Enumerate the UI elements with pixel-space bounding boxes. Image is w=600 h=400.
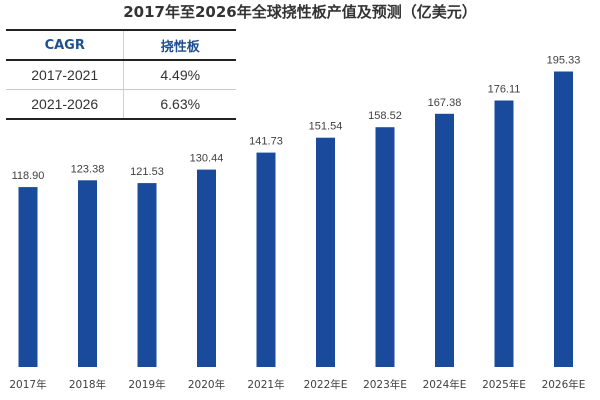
value-label: 141.73 (249, 136, 283, 148)
value-label: 176.11 (488, 84, 521, 96)
bar-2022年E (316, 138, 335, 367)
x-tick-label: 2025年E (482, 378, 526, 391)
bar-2020年 (197, 170, 216, 367)
bar-2019年 (138, 183, 157, 367)
cagr-header: CAGR (6, 30, 124, 60)
x-tick-label: 2019年 (128, 378, 165, 391)
bar-2026年E (554, 72, 573, 368)
x-tick-label: 2026年E (542, 378, 586, 391)
value-label: 118.90 (12, 170, 45, 182)
x-tick-labels: 2017年 2018年 2019年 2020年 2021年 2022年E 2023年E 202… (9, 378, 585, 391)
x-tick-label: 2021年 (247, 378, 284, 391)
period-cell: 2017-2021 (6, 60, 124, 90)
x-tick-label: 2017年 (9, 378, 46, 391)
x-tick-label: 2018年 (69, 378, 106, 391)
table-row: 2021-2026 6.63% (6, 90, 236, 120)
x-tick-label: 2024年E (423, 378, 467, 391)
cagr-value-cell: 4.49% (124, 60, 236, 90)
product-header: 挠性板 (124, 30, 236, 60)
x-tick-label: 2022年E (304, 378, 348, 391)
value-label: 151.54 (309, 121, 343, 133)
table-row: 2017-2021 4.49% (6, 60, 236, 90)
cagr-table-header-row: CAGR 挠性板 (6, 30, 236, 60)
cagr-table: CAGR 挠性板 2017-2021 4.49% 2021-2026 6.63% (6, 29, 236, 120)
bar-2025年E (495, 101, 514, 368)
value-label: 121.53 (130, 166, 164, 178)
value-label: 195.33 (547, 55, 581, 67)
bar-2018年 (78, 180, 97, 367)
x-tick-label: 2023年E (363, 378, 407, 391)
cagr-value-cell: 6.63% (124, 90, 236, 120)
bar-2021年 (257, 153, 276, 367)
value-label: 167.38 (428, 97, 462, 109)
value-label: 130.44 (190, 153, 224, 165)
period-cell: 2021-2026 (6, 90, 124, 120)
value-label: 123.38 (71, 163, 105, 175)
value-label: 158.52 (368, 110, 402, 122)
bar-2017年 (19, 187, 38, 367)
bar-2023年E (376, 127, 395, 367)
bar-2024年E (435, 114, 454, 367)
chart-title: 2017年至2026年全球挠性板产值及预测（亿美元） (123, 3, 477, 21)
x-tick-label: 2020年 (188, 378, 225, 391)
